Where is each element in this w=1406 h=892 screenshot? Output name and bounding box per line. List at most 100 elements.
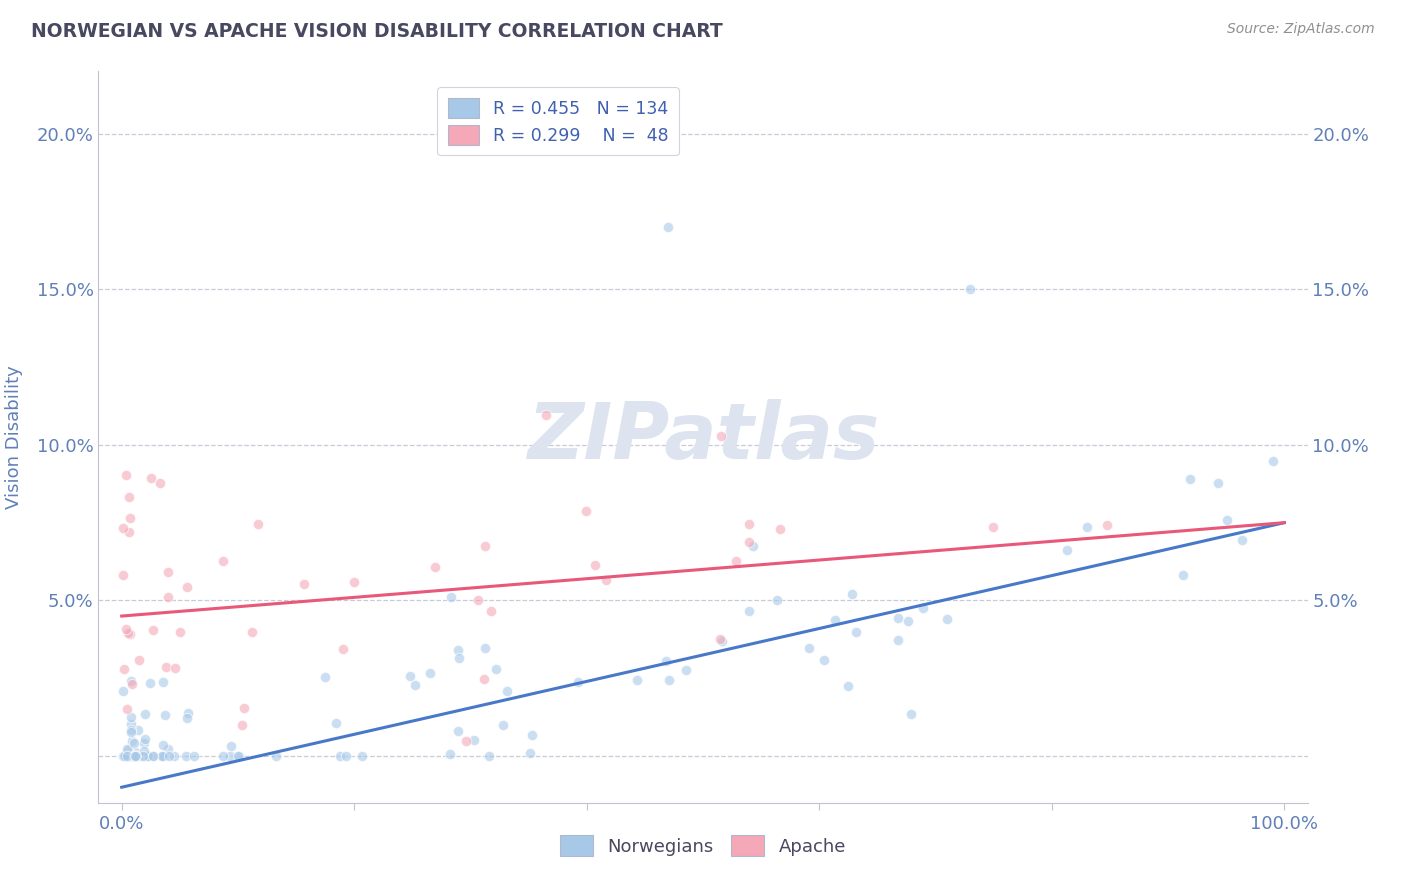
Point (121, 749, 143, 764)
Point (131, 749, 153, 764)
Point (472, 672, 495, 686)
Point (112, 749, 135, 764)
Point (567, 675, 589, 690)
Point (841, 587, 863, 601)
Point (132, 749, 155, 764)
Point (350, 749, 373, 764)
Point (496, 684, 519, 698)
Point (136, 749, 159, 764)
Point (114, 749, 136, 764)
Point (111, 567, 134, 582)
Point (115, 468, 138, 483)
Text: NORWEGIAN VS APACHE VISION DISABILITY CORRELATION CHART: NORWEGIAN VS APACHE VISION DISABILITY CO… (31, 22, 723, 41)
Point (176, 580, 198, 594)
Point (136, 749, 159, 764)
Point (658, 673, 681, 688)
Point (440, 590, 463, 604)
Point (149, 476, 172, 491)
Point (117, 625, 139, 640)
Point (120, 724, 142, 739)
Point (114, 749, 136, 764)
Point (163, 749, 186, 764)
Point (174, 749, 197, 764)
Point (152, 749, 174, 764)
Point (655, 654, 678, 668)
Point (212, 749, 235, 764)
Point (155, 660, 177, 674)
Point (1178, 471, 1201, 485)
Point (124, 746, 146, 760)
Point (117, 749, 139, 764)
Point (1230, 533, 1253, 547)
Point (626, 673, 648, 687)
Point (404, 678, 426, 692)
Point (152, 674, 174, 689)
Point (813, 652, 835, 666)
Point (112, 662, 135, 676)
Point (169, 625, 191, 640)
Point (520, 728, 543, 742)
Point (467, 593, 489, 607)
Point (1206, 476, 1229, 491)
Point (912, 600, 935, 615)
Point (120, 717, 142, 731)
Point (127, 723, 149, 737)
Point (122, 749, 145, 764)
Point (128, 653, 150, 667)
Point (142, 749, 165, 764)
Point (152, 738, 174, 752)
Point (121, 749, 143, 764)
Point (112, 683, 135, 698)
Point (231, 718, 253, 732)
Point (129, 749, 152, 764)
Point (479, 603, 502, 617)
Point (325, 716, 347, 731)
Point (675, 663, 697, 677)
Point (132, 744, 155, 758)
Point (329, 749, 352, 764)
Point (122, 749, 145, 764)
Point (157, 749, 180, 764)
Point (423, 559, 446, 574)
Point (112, 749, 135, 764)
Text: Source: ZipAtlas.com: Source: ZipAtlas.com (1227, 22, 1375, 37)
Point (177, 706, 200, 720)
Point (115, 749, 138, 764)
Point (124, 749, 146, 764)
Point (900, 706, 922, 721)
Point (121, 749, 143, 764)
Point (246, 517, 269, 532)
Point (474, 539, 496, 553)
Point (142, 749, 165, 764)
Point (132, 749, 155, 764)
Point (887, 633, 910, 648)
Point (121, 734, 143, 748)
Legend: Norwegians, Apache: Norwegians, Apache (553, 828, 853, 863)
Point (125, 749, 148, 764)
Point (463, 733, 485, 747)
Point (983, 519, 1005, 533)
Point (228, 749, 250, 764)
Point (314, 670, 336, 684)
Point (124, 749, 146, 764)
Point (118, 525, 141, 540)
Point (897, 614, 920, 628)
Point (163, 661, 186, 675)
Point (115, 702, 138, 716)
Point (595, 573, 617, 587)
Point (125, 749, 148, 764)
Point (447, 651, 470, 665)
Point (129, 749, 152, 764)
Point (122, 749, 145, 764)
Point (742, 539, 765, 553)
Point (575, 504, 598, 518)
Point (150, 749, 173, 764)
Point (118, 749, 141, 764)
Point (724, 554, 747, 568)
Point (157, 591, 180, 605)
Point (1097, 518, 1119, 533)
Point (120, 673, 142, 688)
Point (122, 749, 145, 764)
Point (737, 517, 759, 532)
Point (124, 749, 146, 764)
